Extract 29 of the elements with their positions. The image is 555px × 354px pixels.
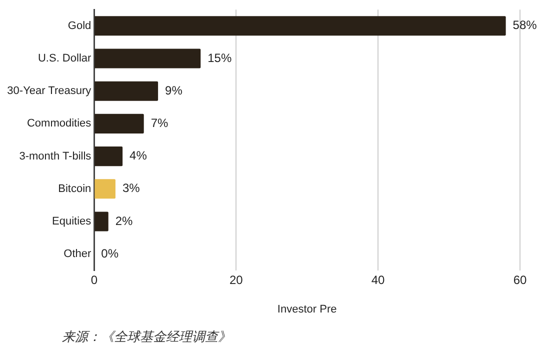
x-tick-label: 20 <box>229 272 244 287</box>
y-tick-label: 30-Year Treasury <box>7 85 92 98</box>
y-tick-label: Gold <box>68 20 92 32</box>
bar <box>94 81 158 101</box>
data-label: 2% <box>115 214 134 228</box>
bar <box>94 48 201 68</box>
y-tick-label: Other <box>64 248 92 260</box>
y-tick-label: U.S. Dollar <box>38 52 92 65</box>
source-note: 来源：《全球基金经理调查》 <box>62 329 231 346</box>
bar <box>94 212 108 232</box>
data-label: 7% <box>150 116 169 130</box>
bar <box>94 16 506 36</box>
data-label: 9% <box>165 83 183 98</box>
bar <box>94 146 123 166</box>
y-tick-label: Bitcoin <box>58 182 92 195</box>
data-label: 15% <box>208 50 232 65</box>
data-label: 0% <box>101 246 119 260</box>
data-label: 3% <box>122 181 140 196</box>
y-tick-label: Commodities <box>26 118 92 130</box>
x-tick-label: 0 <box>90 272 98 287</box>
y-tick-label: 3-month T-bills <box>19 150 92 162</box>
x-tick-label: 60 <box>513 272 527 287</box>
data-label: 4% <box>130 148 148 163</box>
data-label: 58% <box>512 18 538 32</box>
bar <box>94 179 116 199</box>
x-axis-title: Investor Pre <box>277 303 337 316</box>
x-tick-label: 40 <box>371 272 386 287</box>
bar <box>94 114 144 134</box>
y-tick-label: Equities <box>52 216 92 228</box>
